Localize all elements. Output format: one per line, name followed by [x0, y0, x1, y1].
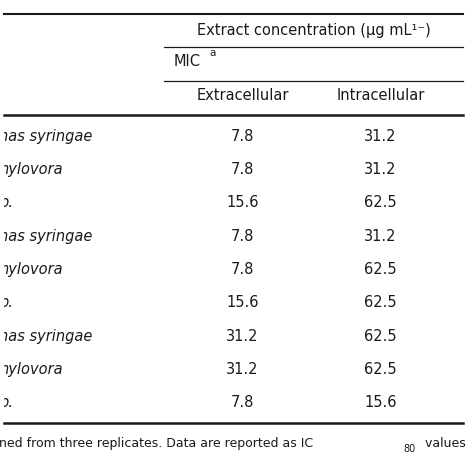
Text: 62.5: 62.5: [364, 362, 397, 377]
Text: 31.2: 31.2: [226, 328, 259, 344]
Text: Intracellular: Intracellular: [336, 88, 425, 103]
Text: ned from three replicates. Data are reported as IC: ned from three replicates. Data are repo…: [0, 437, 313, 450]
Text: 15.6: 15.6: [226, 195, 259, 210]
Text: 31.2: 31.2: [364, 162, 397, 177]
Text: nas syringae: nas syringae: [0, 228, 92, 244]
Text: nylovora: nylovora: [0, 262, 63, 277]
Text: b.: b.: [0, 195, 13, 210]
Text: Extracellular: Extracellular: [196, 88, 289, 103]
Text: values: values: [421, 437, 465, 450]
Text: 62.5: 62.5: [364, 195, 397, 210]
Text: Extract concentration (μg mL¹⁻): Extract concentration (μg mL¹⁻): [197, 23, 430, 38]
Text: nas syringae: nas syringae: [0, 328, 92, 344]
Text: 7.8: 7.8: [231, 262, 254, 277]
Text: 7.8: 7.8: [231, 395, 254, 410]
Text: b.: b.: [0, 295, 13, 310]
Text: 31.2: 31.2: [226, 362, 259, 377]
Text: nylovora: nylovora: [0, 362, 63, 377]
Text: 15.6: 15.6: [226, 295, 259, 310]
Text: a: a: [209, 47, 215, 58]
Text: 80: 80: [403, 444, 416, 454]
Text: MIC: MIC: [173, 54, 201, 69]
Text: 15.6: 15.6: [364, 395, 397, 410]
Text: b.: b.: [0, 395, 13, 410]
Text: nas syringae: nas syringae: [0, 128, 92, 144]
Text: 7.8: 7.8: [231, 128, 254, 144]
Text: 62.5: 62.5: [364, 262, 397, 277]
Text: 7.8: 7.8: [231, 228, 254, 244]
Text: nylovora: nylovora: [0, 162, 63, 177]
Text: 62.5: 62.5: [364, 328, 397, 344]
Text: 7.8: 7.8: [231, 162, 254, 177]
Text: 31.2: 31.2: [364, 128, 397, 144]
Text: 31.2: 31.2: [364, 228, 397, 244]
Text: 62.5: 62.5: [364, 295, 397, 310]
